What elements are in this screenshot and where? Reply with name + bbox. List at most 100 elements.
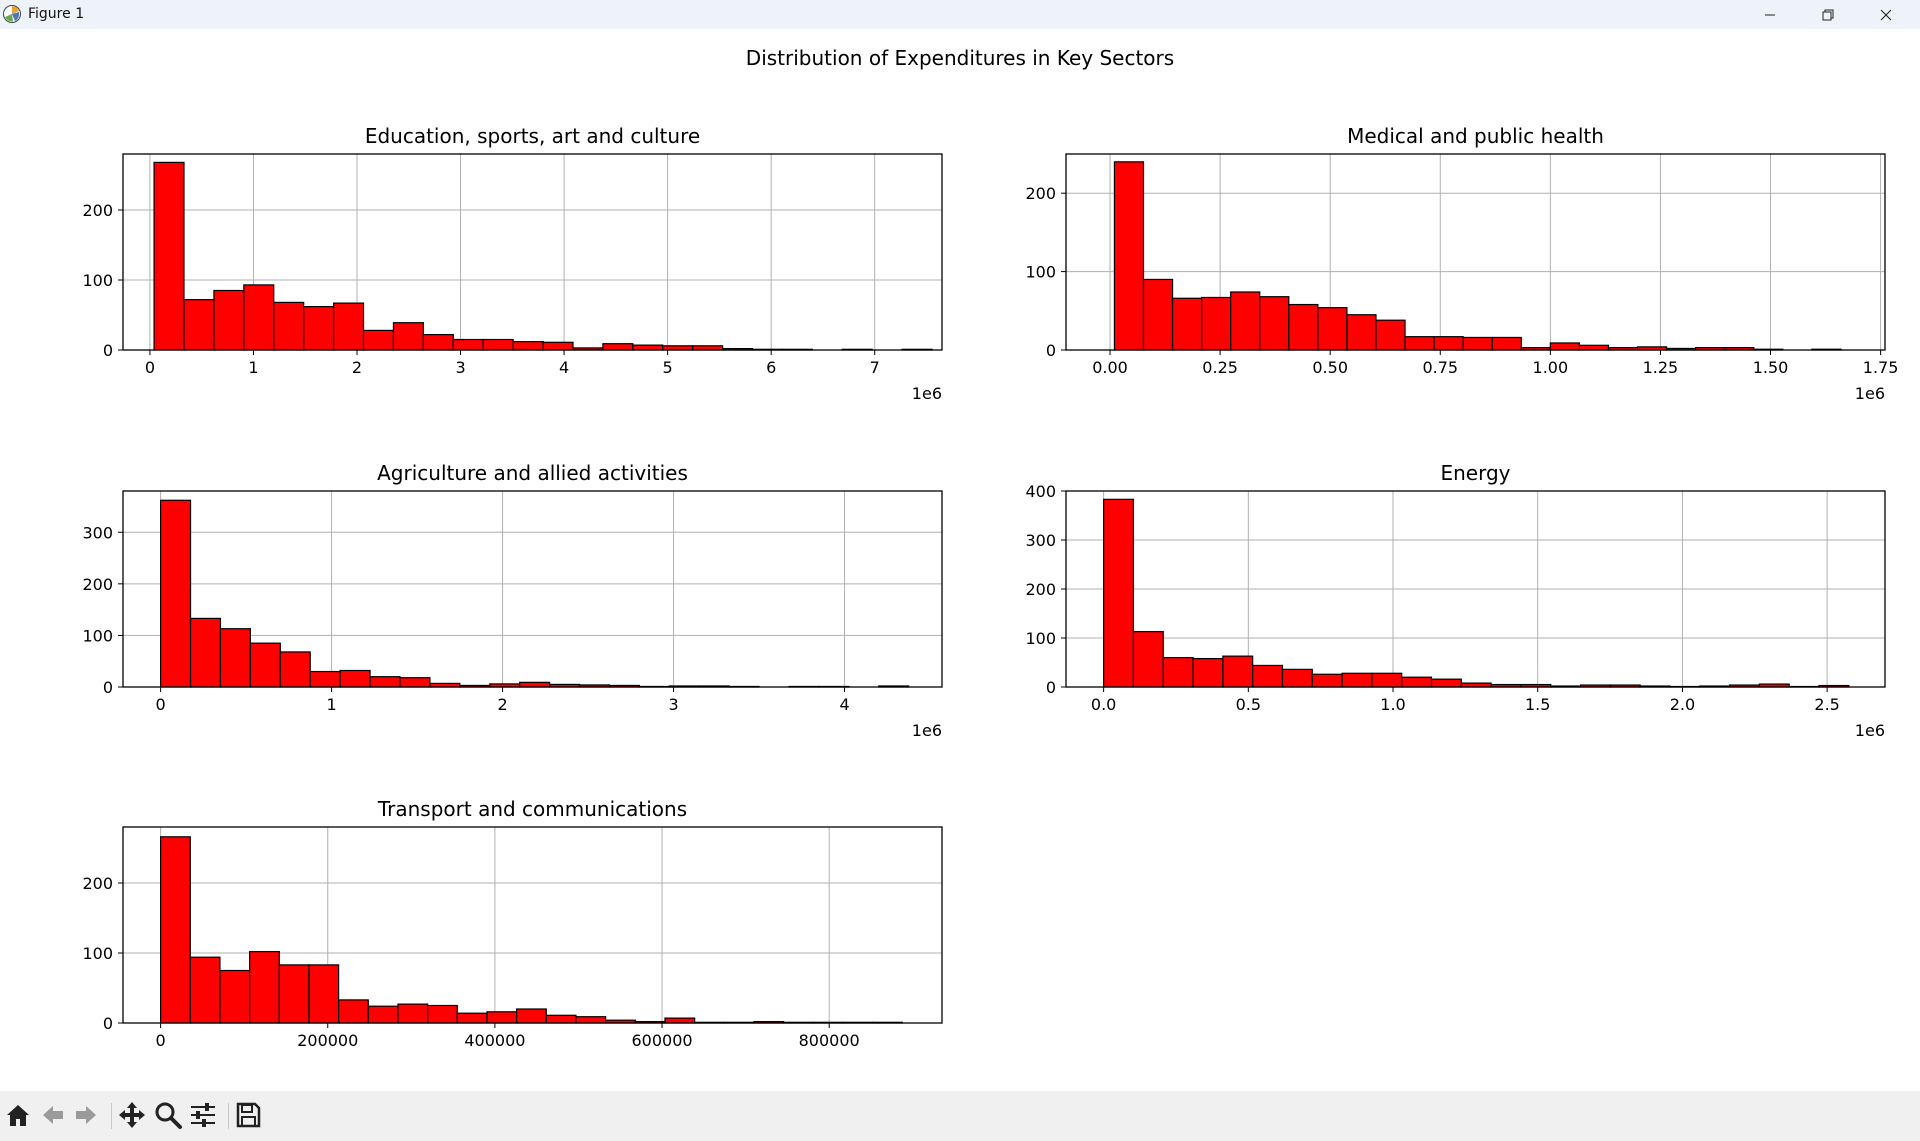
histogram-bar	[153, 161, 185, 351]
pan-button[interactable]	[116, 1099, 148, 1131]
x-tick-label: 1	[327, 695, 337, 714]
y-tick-label: 200	[82, 201, 113, 220]
home-icon	[7, 1105, 29, 1126]
x-tick-label: 0	[156, 1031, 166, 1050]
x-tick-label: 600000	[631, 1031, 692, 1050]
save-button[interactable]	[232, 1099, 264, 1131]
x-tick-label: 0	[145, 358, 155, 377]
histogram-bar	[1371, 672, 1403, 688]
matplotlib-logo-icon	[3, 5, 21, 23]
histogram-bar	[160, 836, 191, 1024]
home-button[interactable]	[2, 1099, 34, 1131]
maximize-button[interactable]	[1799, 0, 1857, 29]
x-tick-label: 4	[559, 358, 569, 377]
histogram-bar	[1252, 664, 1284, 688]
zoom-magnifier-icon	[155, 1102, 182, 1129]
toolbar-separator	[111, 1103, 112, 1129]
histogram-bar	[308, 964, 340, 1024]
x-tick-label: 200000	[297, 1031, 358, 1050]
y-tick-label: 100	[1025, 629, 1056, 648]
x-offset-label: 1e6	[1855, 384, 1885, 403]
minimize-button[interactable]	[1741, 0, 1799, 29]
subplot-axes: 0.00 0.25 0.50 0.75 1.00 1.25 1.50 1.75 0 100 200 M…	[1025, 124, 1898, 403]
histogram-bar	[333, 302, 365, 351]
histogram-bar	[1375, 319, 1406, 351]
x-offset-label: 1e6	[912, 384, 942, 403]
histogram-bar	[1433, 336, 1464, 351]
histogram-bar	[486, 1011, 518, 1024]
x-tick-label: 7	[870, 358, 880, 377]
x-tick-label: 0.50	[1312, 358, 1348, 377]
subplot-axes: 0.0 0.5 1.0 1.5 2.0 2.5 0 100 200 300 400 Energy 1e6	[1025, 461, 1886, 740]
histogram-bar	[1192, 657, 1224, 688]
x-tick-label: 1.75	[1863, 358, 1899, 377]
histogram-bar	[1171, 297, 1203, 351]
zoom-button[interactable]	[152, 1099, 184, 1131]
histogram-bar	[1222, 655, 1254, 688]
y-tick-label: 0	[1046, 341, 1056, 360]
histogram-bar	[1132, 631, 1164, 688]
x-tick-label: 1.0	[1380, 695, 1405, 714]
close-button[interactable]	[1857, 0, 1915, 29]
x-tick-label: 0.0	[1091, 695, 1116, 714]
histogram-bar	[392, 322, 424, 351]
toolbar-separator	[228, 1103, 229, 1129]
y-tick-label: 0	[1046, 678, 1056, 697]
histogram-bar	[219, 628, 251, 688]
figure-canvas: Distribution of Expenditures in Key Sect…	[82, 46, 1898, 1050]
y-tick-label: 0	[103, 678, 113, 697]
histogram-bar	[1201, 296, 1232, 351]
axes-frame	[1065, 153, 1886, 351]
histogram-bar	[1281, 668, 1313, 688]
histogram-bar	[1230, 291, 1261, 351]
subplot-title: Transport and communications	[377, 797, 687, 821]
subplot-title: Agriculture and allied activities	[377, 461, 688, 485]
save-floppy-icon	[236, 1102, 261, 1128]
histogram-bar	[362, 329, 395, 351]
y-tick-label: 300	[82, 523, 113, 542]
histogram-bar	[1462, 336, 1493, 351]
x-tick-label: 1	[248, 358, 258, 377]
x-tick-label: 0.00	[1092, 358, 1128, 377]
x-tick-label: 4	[839, 695, 849, 714]
configure-subplots-icon	[191, 1103, 215, 1127]
y-tick-label: 200	[82, 575, 113, 594]
back-arrow-icon	[43, 1106, 63, 1124]
y-tick-label: 100	[82, 626, 113, 645]
histogram-bar	[456, 1012, 488, 1024]
histogram-bar	[183, 299, 215, 351]
forward-button[interactable]	[70, 1099, 102, 1131]
x-tick-label: 0.25	[1202, 358, 1238, 377]
histogram-bar	[519, 681, 551, 688]
x-offset-label: 1e6	[1855, 721, 1885, 740]
histogram-bar	[1142, 278, 1174, 351]
y-tick-label: 100	[82, 271, 113, 290]
histogram-bar	[1404, 336, 1435, 351]
x-tick-label: 6	[766, 358, 776, 377]
histogram-bar	[1346, 314, 1377, 351]
y-tick-label: 200	[1025, 184, 1056, 203]
histogram-bar	[1491, 336, 1522, 351]
restore-icon	[1822, 9, 1834, 20]
close-icon	[1880, 9, 1892, 20]
histogram-bar	[1162, 656, 1194, 688]
x-tick-label: 400000	[464, 1031, 525, 1050]
x-tick-label: 3	[455, 358, 465, 377]
y-tick-label: 100	[82, 944, 113, 963]
histogram-bar	[545, 1014, 577, 1024]
y-tick-label: 300	[1025, 531, 1056, 550]
histogram-bar	[397, 1003, 429, 1024]
histogram-bar	[482, 338, 514, 351]
x-offset-label: 1e6	[912, 721, 942, 740]
y-tick-label: 400	[1025, 482, 1056, 501]
configure-subplots-button[interactable]	[187, 1099, 219, 1131]
back-button[interactable]	[37, 1099, 69, 1131]
histogram-bar	[189, 956, 221, 1024]
histogram-bar	[219, 969, 251, 1024]
histogram-bar	[367, 1005, 399, 1024]
histogram-bar	[664, 1017, 696, 1024]
x-tick-label: 0.75	[1422, 358, 1458, 377]
histogram-bar	[249, 642, 281, 688]
x-tick-label: 2	[352, 358, 362, 377]
histogram-bar	[189, 617, 222, 688]
